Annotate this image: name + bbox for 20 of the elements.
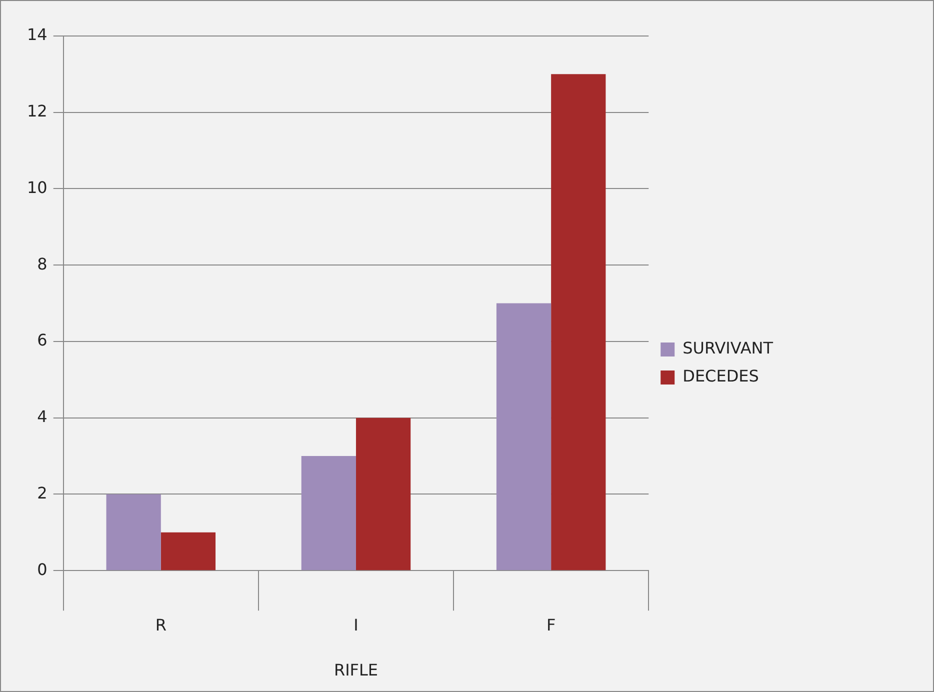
y-tick-label: 10 bbox=[27, 178, 48, 197]
x-axis-title: RIFLE bbox=[334, 660, 378, 680]
bar bbox=[106, 494, 161, 570]
y-tick-label: 0 bbox=[37, 560, 48, 579]
legend-label: DECEDES bbox=[682, 366, 759, 386]
bar bbox=[356, 418, 411, 570]
bar bbox=[160, 532, 216, 570]
y-tick-label: 8 bbox=[37, 254, 48, 274]
legend-label: SURVIVANT bbox=[682, 338, 774, 358]
bar bbox=[551, 74, 606, 570]
y-tick-label: 14 bbox=[27, 25, 48, 44]
bar bbox=[496, 303, 552, 570]
y-tick-label: 2 bbox=[37, 483, 48, 502]
y-tick-label: 6 bbox=[37, 330, 48, 350]
y-tick-label: 4 bbox=[37, 407, 48, 426]
x-tick-label: I bbox=[354, 615, 358, 634]
x-tick-label: F bbox=[546, 615, 556, 634]
y-tick-label: 12 bbox=[27, 102, 48, 121]
x-tick-label: R bbox=[155, 615, 166, 634]
bar bbox=[301, 456, 356, 570]
